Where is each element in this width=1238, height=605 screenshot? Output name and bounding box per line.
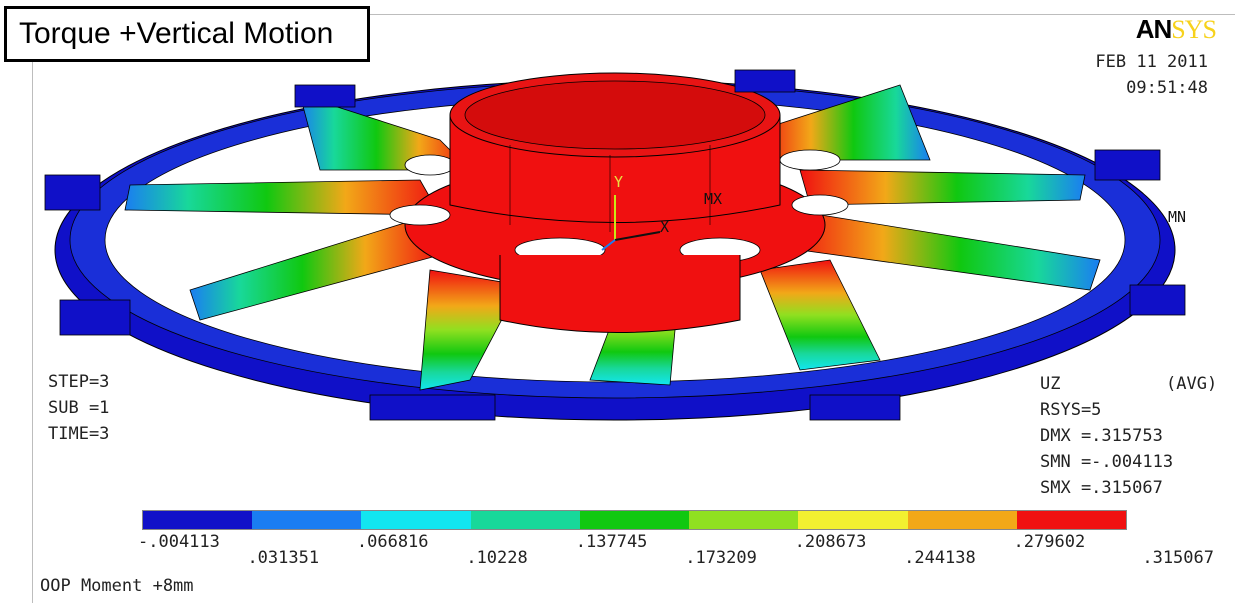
time-label: TIME=3 xyxy=(48,424,110,444)
legend-tick-label: .279602 xyxy=(1013,532,1086,552)
legend-tick-label: .208673 xyxy=(794,532,867,552)
legend-swatch xyxy=(907,511,1017,529)
legend-swatch xyxy=(579,511,690,529)
avg-label: (AVG) xyxy=(1166,374,1218,394)
legend-tick-label: .031351 xyxy=(247,548,320,568)
legend-tick-label: .10228 xyxy=(466,548,528,568)
legend-swatch xyxy=(361,511,471,529)
legend-swatch xyxy=(798,511,908,529)
legend-swatch xyxy=(470,511,580,529)
x-axis-label: X xyxy=(660,218,670,236)
legend-swatch xyxy=(1016,511,1126,529)
dmx-label: DMX =.315753 xyxy=(1040,426,1163,446)
plot-title: Torque +Vertical Motion xyxy=(4,6,370,62)
plot-time: 09:51:48 xyxy=(1126,78,1208,98)
legend-swatch xyxy=(143,511,253,529)
smx-label: SMX =.315067 xyxy=(1040,478,1163,498)
legend-swatch xyxy=(689,511,799,529)
ansys-logo: ANSYS xyxy=(1135,14,1217,44)
y-axis-label: Y xyxy=(614,173,624,191)
legend-tick-label: .066816 xyxy=(356,532,429,552)
sub-label: SUB =1 xyxy=(48,398,110,418)
legend-tick-label: .173209 xyxy=(685,548,757,568)
color-legend-bar xyxy=(142,510,1127,530)
step-label: STEP=3 xyxy=(48,372,110,392)
footer-caption: OOP Moment +8mm xyxy=(40,576,194,596)
max-marker-label: MX xyxy=(704,190,723,208)
legend-tick-label: .244138 xyxy=(904,548,976,568)
plot-date: FEB 11 2011 xyxy=(1095,52,1208,72)
result-type-label: UZ xyxy=(1040,374,1061,394)
legend-tick-label: .137745 xyxy=(575,532,648,552)
smn-label: SMN =-.004113 xyxy=(1040,452,1174,472)
legend-tick-label: .315067 xyxy=(1142,548,1214,568)
legend-swatch xyxy=(252,511,362,529)
rsys-label: RSYS=5 xyxy=(1040,400,1102,420)
viewport-frame xyxy=(32,14,1235,603)
min-marker-label: MN xyxy=(1168,208,1187,226)
legend-tick-label: -.004113 xyxy=(138,532,220,552)
